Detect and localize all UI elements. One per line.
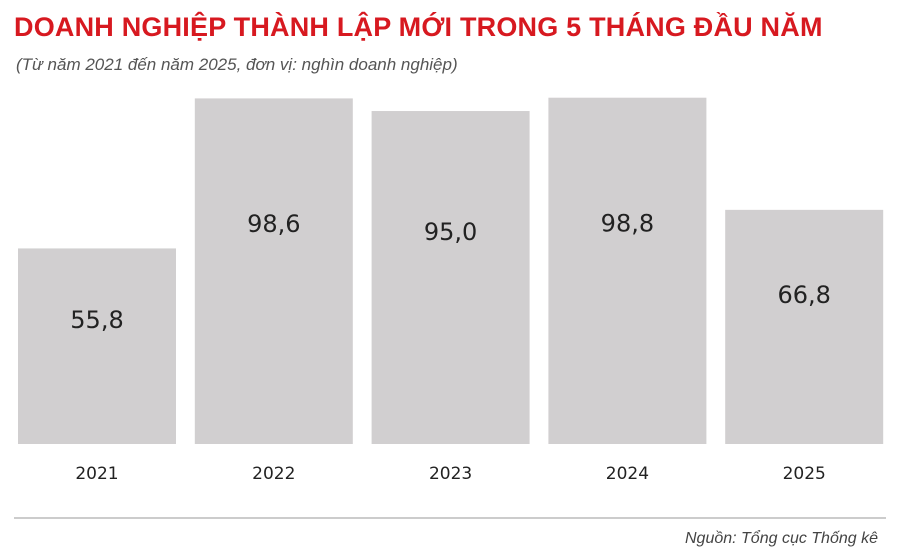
x-tick-labels-group: 2021 2022 2023 2024 2025 [75, 464, 825, 484]
x-tick-2021: 2021 [75, 464, 118, 484]
bar-2023 [371, 111, 530, 445]
bar-2024 [548, 97, 707, 445]
chart-title: DOANH NGHIỆP THÀNH LẬP MỚI TRONG 5 THÁNG… [14, 12, 823, 42]
value-labels-group: 55,8 98,6 95,0 98,8 66,8 [70, 209, 831, 333]
bar-2022 [194, 98, 353, 445]
x-tick-2023: 2023 [429, 464, 472, 484]
value-label-2022: 98,6 [247, 210, 300, 238]
x-tick-2024: 2024 [606, 464, 649, 484]
source-note: Nguồn: Tổng cục Thống kê [684, 530, 878, 547]
chart-subtitle: (Từ năm 2021 đến năm 2025, đơn vị: nghìn… [16, 55, 458, 74]
bars-group [18, 97, 884, 445]
value-label-2024: 98,8 [601, 209, 654, 237]
value-label-2023: 95,0 [424, 218, 477, 246]
bar-2025 [725, 209, 884, 444]
x-tick-2025: 2025 [783, 464, 826, 484]
bar-2021 [18, 248, 176, 444]
value-label-2025: 66,8 [777, 281, 830, 309]
value-label-2021: 55,8 [70, 306, 123, 334]
x-tick-2022: 2022 [252, 464, 295, 484]
